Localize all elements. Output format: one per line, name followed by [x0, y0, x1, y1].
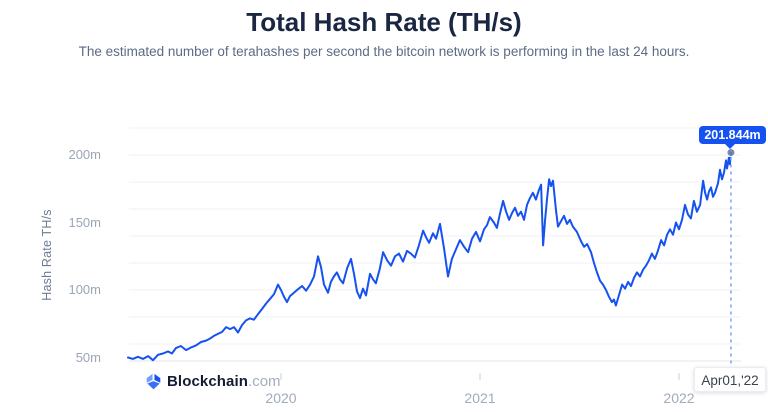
logo-suffix: .com — [248, 372, 281, 390]
page-subtitle: The estimated number of terahashes per s… — [78, 44, 690, 59]
x-axis-tick-label: 2021 — [464, 390, 496, 406]
y-axis-tick-label: 150m — [68, 214, 101, 230]
y-axis-tick-label: 50m — [75, 349, 101, 365]
blockchain-cube-icon — [146, 373, 161, 389]
y-axis-tick-label: 100m — [68, 282, 101, 297]
tooltip-value: 201.844m — [704, 128, 761, 142]
page-title: Total Hash Rate (TH/s) — [246, 7, 522, 37]
y-axis-title: Hash Rate TH/s — [40, 209, 54, 301]
tooltip-pointer-icon — [725, 144, 735, 149]
logo-text: Blockchain — [167, 372, 249, 390]
hash-rate-series-line — [127, 151, 732, 362]
x-axis-tick-label: 2020 — [265, 390, 297, 406]
blockchain-logo[interactable]: Blockchain .com — [145, 371, 281, 391]
y-axis-tick-label: 200m — [68, 147, 101, 162]
last-point-marker — [726, 148, 736, 158]
crosshair-date-label: Apr01,'22 — [694, 367, 766, 392]
tooltip: 201.844m — [699, 126, 766, 149]
x-axis-tick-label: 2022 — [663, 390, 695, 406]
